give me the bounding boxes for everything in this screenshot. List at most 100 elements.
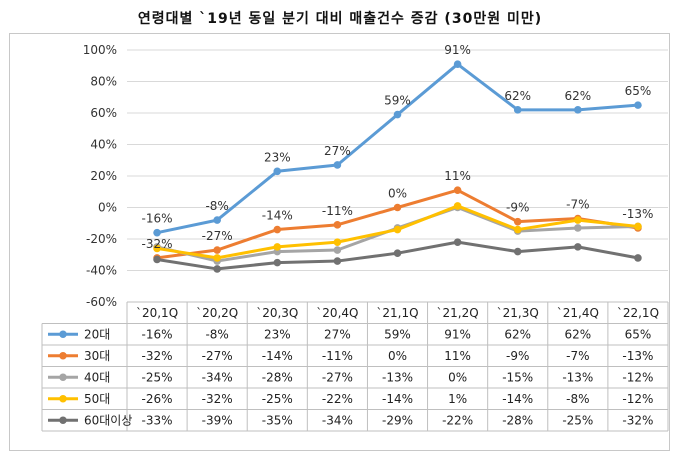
- data-point: [333, 221, 342, 229]
- legend-swatch-marker: [59, 394, 67, 403]
- table-cell: -28%: [262, 370, 293, 384]
- y-tick-label: -20%: [86, 232, 117, 246]
- data-point: [513, 217, 522, 226]
- legend-swatch-marker: [59, 351, 67, 360]
- data-label: 62%: [504, 89, 531, 103]
- data-point: [453, 202, 462, 210]
- data-point: [574, 243, 582, 251]
- table-cell: -39%: [202, 413, 233, 427]
- table-cell: -22%: [322, 392, 353, 406]
- data-point: [153, 255, 161, 264]
- table-cell: -12%: [622, 392, 653, 406]
- table-cell: 59%: [384, 327, 411, 341]
- data-label: 65%: [625, 84, 652, 98]
- data-label: -9%: [506, 201, 529, 215]
- data-label: 11%: [444, 169, 471, 183]
- data-point: [213, 265, 221, 273]
- table-cell: 62%: [564, 327, 591, 341]
- table-cell: -13%: [382, 370, 413, 384]
- table-cell: -35%: [262, 413, 293, 427]
- category-label: `20,4Q: [316, 306, 358, 320]
- category-label: `20,1Q: [136, 306, 178, 320]
- table-cell: 1%: [448, 392, 467, 406]
- data-point: [333, 246, 342, 254]
- data-point: [513, 247, 522, 256]
- table-cell: 0%: [388, 349, 407, 363]
- table-cell: -34%: [202, 370, 233, 384]
- chart-frame: [9, 33, 670, 451]
- data-point: [634, 254, 642, 262]
- y-tick-label: -60%: [86, 295, 117, 309]
- data-label: -32%: [142, 237, 173, 251]
- table-cell: -13%: [562, 370, 593, 384]
- table-cell: -27%: [322, 370, 353, 384]
- data-point: [453, 238, 462, 246]
- table-cell: 62%: [504, 327, 531, 341]
- y-tick-label: 40%: [90, 138, 117, 152]
- data-label: 59%: [384, 94, 411, 108]
- category-label: `20,3Q: [256, 306, 298, 320]
- table-cell: -25%: [262, 392, 293, 406]
- data-label: 27%: [324, 144, 351, 158]
- table-cell: -28%: [502, 413, 533, 427]
- data-label: 23%: [264, 150, 291, 164]
- table-cell: -34%: [322, 413, 353, 427]
- data-label: -11%: [322, 204, 353, 218]
- y-tick-label: 100%: [83, 43, 117, 57]
- data-point: [453, 186, 462, 194]
- y-tick-label: 20%: [90, 169, 117, 183]
- legend-label: 60대이상: [84, 413, 132, 427]
- legend-label: 50대: [84, 392, 110, 406]
- table-cell: -7%: [566, 349, 589, 363]
- data-point: [273, 167, 282, 176]
- y-tick-label: 80%: [90, 75, 117, 89]
- category-label: `21,1Q: [376, 306, 418, 320]
- table-cell: -12%: [622, 370, 653, 384]
- table-cell: -8%: [566, 392, 589, 406]
- legend-label: 20대: [84, 327, 110, 341]
- category-label: `21,2Q: [437, 306, 479, 320]
- table-cell: -32%: [622, 413, 653, 427]
- data-point: [273, 225, 282, 234]
- table-cell: -33%: [142, 413, 173, 427]
- data-point: [333, 161, 342, 169]
- data-label: -14%: [262, 209, 293, 223]
- data-point: [213, 246, 221, 254]
- table-cell: 23%: [264, 327, 291, 341]
- table-cell: -11%: [322, 349, 353, 363]
- table-cell: 91%: [444, 327, 471, 341]
- table-cell: -9%: [506, 349, 529, 363]
- table-cell: -14%: [502, 392, 533, 406]
- chart-title: 연령대별 `19년 동일 분기 대비 매출건수 증감 (30만원 미만): [137, 11, 543, 27]
- table-cell: -25%: [562, 413, 593, 427]
- data-point: [634, 101, 642, 109]
- data-point: [393, 249, 402, 257]
- data-point: [333, 257, 342, 265]
- data-label: -7%: [566, 198, 589, 212]
- category-label: `20,2Q: [196, 306, 238, 320]
- table-cell: 65%: [625, 327, 652, 341]
- table-cell: -14%: [382, 392, 413, 406]
- table-cell: 27%: [324, 327, 351, 341]
- table-cell: -22%: [442, 413, 473, 427]
- table-cell: -32%: [142, 349, 173, 363]
- data-point: [213, 254, 221, 262]
- data-point: [393, 110, 402, 119]
- data-point: [574, 106, 582, 114]
- legend-label: 30대: [84, 349, 110, 363]
- data-label: 62%: [564, 89, 591, 103]
- data-point: [273, 258, 282, 267]
- table-cell: -26%: [142, 392, 173, 406]
- data-point: [393, 203, 402, 212]
- data-point: [273, 243, 282, 251]
- table-cell: -29%: [382, 413, 413, 427]
- data-point: [153, 244, 161, 253]
- data-point: [333, 238, 342, 246]
- category-label: `21,3Q: [497, 306, 539, 320]
- table-cell: -27%: [202, 349, 233, 363]
- y-tick-label: 60%: [90, 106, 117, 120]
- category-label: `21,4Q: [557, 306, 599, 320]
- y-tick-label: 0%: [98, 201, 117, 215]
- data-point: [513, 106, 522, 114]
